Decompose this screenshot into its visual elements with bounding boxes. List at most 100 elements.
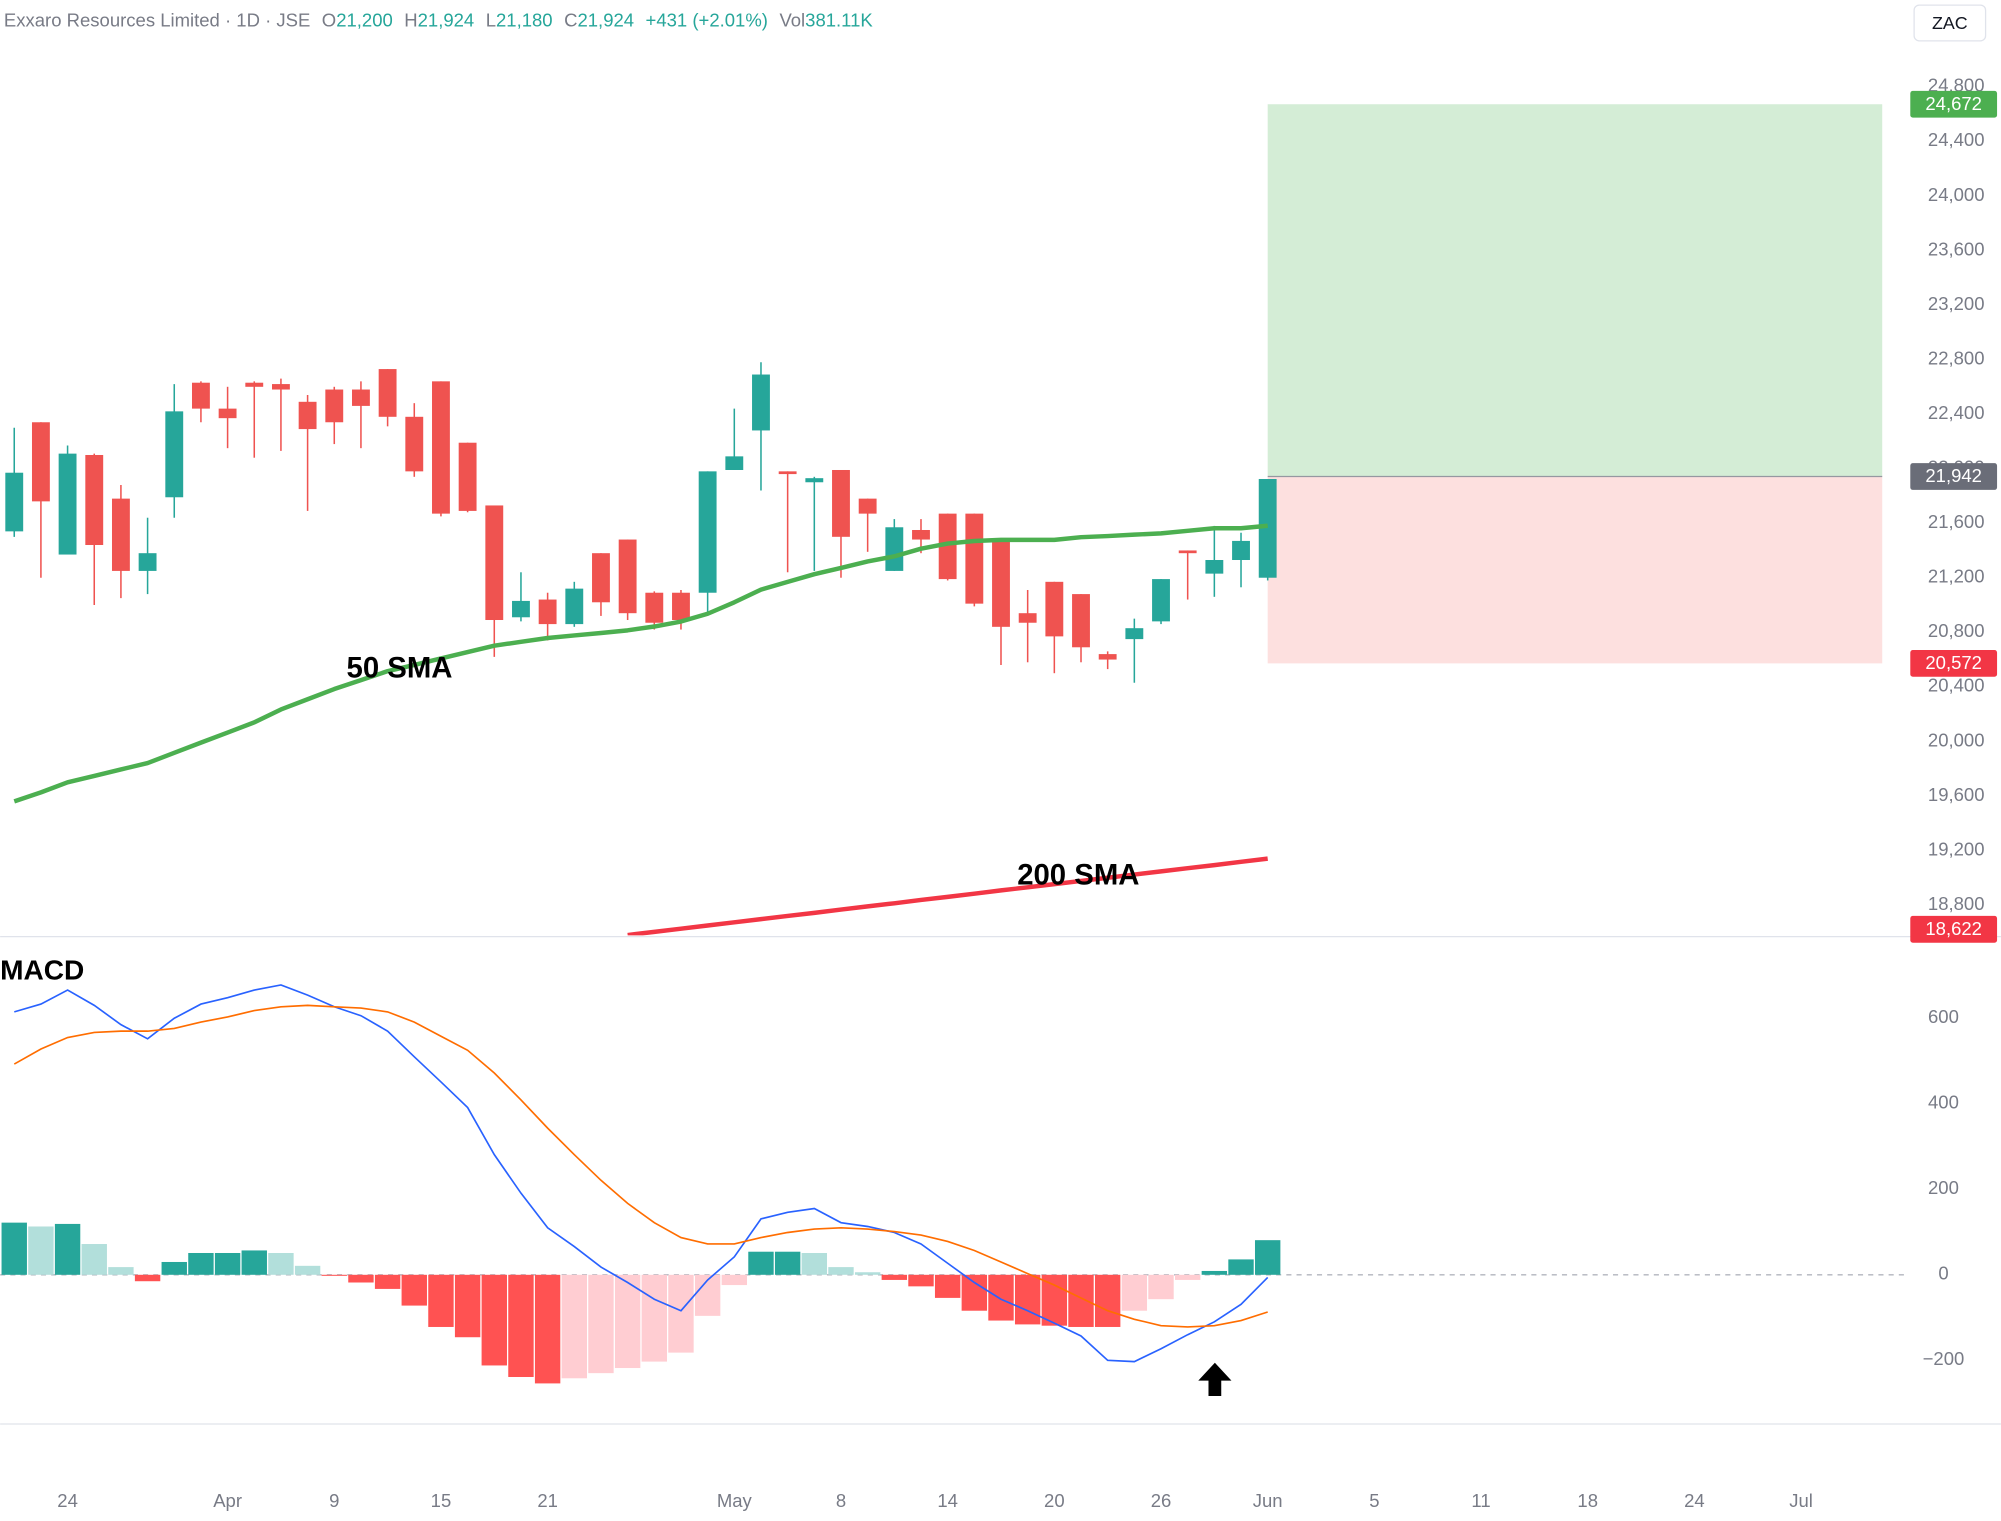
candle-body — [218, 408, 237, 419]
histogram-bar — [1041, 1274, 1068, 1326]
histogram-bar — [81, 1244, 107, 1275]
ohlc-key: H — [404, 10, 417, 31]
histogram-bar — [401, 1274, 427, 1306]
sma-line — [13, 523, 1268, 804]
candle-body — [1098, 654, 1117, 660]
ohlc-key: C — [564, 10, 577, 31]
ohlc-value: 21,180 — [496, 10, 553, 31]
histogram-bar — [801, 1252, 828, 1275]
candle-body — [325, 389, 344, 423]
x-tick-label: Apr — [213, 1490, 242, 1511]
candle-body — [885, 527, 904, 571]
candle-body — [111, 498, 130, 571]
sma-label: 200 SMA — [1017, 858, 1139, 891]
ohlc-value: 21,200 — [336, 10, 393, 31]
ohlc-value: 21,924 — [418, 10, 475, 31]
candle-body — [832, 469, 850, 537]
histogram-bar — [881, 1274, 908, 1280]
histogram-bar — [854, 1272, 881, 1275]
x-tick-label: 9 — [329, 1490, 339, 1511]
histogram-bar — [1094, 1274, 1121, 1327]
candle-body — [992, 539, 1010, 627]
x-tick-label: Jun — [1253, 1490, 1283, 1511]
candle-body — [5, 472, 24, 532]
y-tick-label: 22,400 — [1928, 402, 1985, 423]
candle-body — [138, 553, 157, 571]
candle-body — [592, 553, 610, 603]
x-tick-label: 11 — [1471, 1490, 1490, 1511]
y-tick-label: −200 — [1923, 1348, 1965, 1369]
candle-body — [1205, 560, 1224, 574]
histogram-bar — [348, 1274, 374, 1283]
histogram-bar — [588, 1274, 614, 1374]
histogram-bar — [828, 1267, 854, 1275]
histogram-bar — [1201, 1270, 1228, 1275]
x-tick-label: 14 — [937, 1490, 958, 1511]
candle-body — [778, 471, 797, 475]
histogram-bar — [374, 1274, 401, 1289]
y-tick-label: 23,600 — [1928, 238, 1985, 259]
price-pane — [5, 104, 1883, 936]
x-tick-label: 20 — [1044, 1490, 1065, 1511]
volume-key: Vol — [779, 10, 805, 31]
histogram-bar — [988, 1274, 1014, 1321]
x-tick-label: Jul — [1789, 1490, 1813, 1511]
candle-body — [378, 369, 397, 417]
histogram-bar — [1121, 1274, 1148, 1311]
histogram-bar — [1148, 1274, 1174, 1300]
sma-line — [627, 856, 1268, 936]
candle-body — [85, 454, 104, 546]
x-tick-label: 15 — [431, 1490, 452, 1511]
histogram-bar — [694, 1274, 721, 1316]
y-tick-label: 400 — [1928, 1092, 1959, 1113]
candle-body — [1125, 628, 1144, 640]
histogram-bar — [1228, 1259, 1254, 1275]
currency-label[interactable]: ZAC — [1932, 13, 1968, 33]
candle-body — [58, 453, 77, 555]
candle-body — [698, 471, 717, 593]
header: Exxaro Resources Limited · 1D · JSE O21,2… — [4, 10, 873, 31]
volume-value: 381.11K — [805, 10, 873, 31]
ohlc-key: L — [486, 10, 496, 31]
candle-body — [805, 478, 824, 483]
x-tick-label: 24 — [57, 1490, 78, 1511]
price-tag-label: 21,942 — [1925, 465, 1982, 486]
macd-line — [13, 1004, 1268, 1328]
x-tick-label: May — [717, 1490, 753, 1511]
candle-body — [432, 381, 450, 514]
histogram-bar — [321, 1274, 347, 1276]
histogram-bar — [641, 1274, 667, 1362]
candle-body — [352, 389, 370, 406]
x-tick-label: 18 — [1577, 1490, 1598, 1511]
histogram-bar — [508, 1274, 534, 1377]
x-tick-label: 8 — [836, 1490, 846, 1511]
y-tick-label: 18,800 — [1928, 893, 1985, 914]
histogram-bar — [721, 1274, 748, 1286]
price-tag — [1910, 649, 1998, 677]
x-tick-label: 24 — [1684, 1490, 1705, 1511]
y-tick-label: 21,600 — [1928, 511, 1985, 532]
price-tag — [1910, 915, 1998, 943]
sma-label: 50 SMA — [347, 652, 453, 685]
y-tick-label: 19,600 — [1928, 784, 1985, 805]
candle-body — [912, 529, 930, 540]
histogram-bar — [481, 1274, 507, 1366]
histogram-bar — [134, 1274, 161, 1282]
y-tick-label: 19,200 — [1928, 838, 1985, 859]
candle-body — [1152, 579, 1170, 622]
candle-body — [1045, 581, 1064, 637]
x-tick-label: 5 — [1369, 1490, 1379, 1511]
histogram-bar — [748, 1251, 774, 1275]
currency-button[interactable]: ZAC — [1913, 4, 1987, 42]
candle-body — [165, 411, 184, 498]
histogram-bar — [561, 1274, 587, 1379]
histogram-bar — [1014, 1274, 1041, 1325]
histogram-bar — [1254, 1240, 1281, 1275]
price-tag-label: 18,622 — [1925, 918, 1982, 939]
currency-button-box[interactable] — [1913, 4, 1987, 42]
candle-body — [458, 442, 477, 511]
change: +431 (+2.01%) — [646, 10, 768, 31]
y-tick-label: 22,800 — [1928, 347, 1985, 368]
candle-body — [1178, 550, 1197, 554]
